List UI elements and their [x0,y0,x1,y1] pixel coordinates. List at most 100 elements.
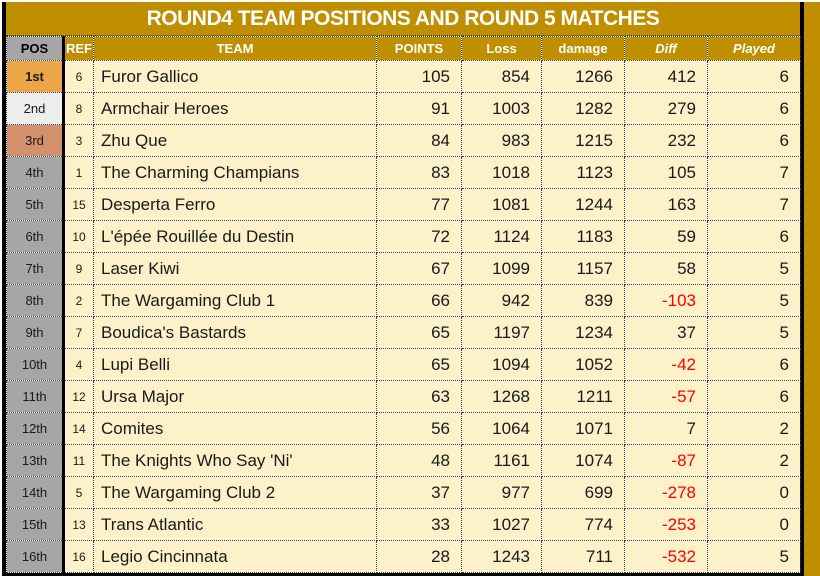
cell-points: 56 [376,412,462,445]
table-row: 6th 10 L'épée Rouillée du Destin 72 1124 1183… [6,220,801,253]
cell-ref: 15 [63,188,94,221]
column-header-played: Played [707,36,801,61]
page-title: ROUND4 TEAM POSITIONS AND ROUND 5 MATCHE… [6,2,800,36]
cell-damage: 1157 [541,252,625,285]
cell-diff: 232 [624,124,708,157]
cell-team: Trans Atlantic [93,508,377,541]
column-header-loss: Loss [461,36,542,61]
table-row: 14th 5 The Wargaming Club 2 37 977 699 -278 0 [6,476,801,509]
cell-ref: 11 [63,444,94,477]
cell-pos: 6th [6,220,65,253]
column-header-damage: damage [541,36,625,61]
table-row: 4th 1 The Charming Champians 83 1018 1123 105 7 [6,156,801,189]
cell-loss: 942 [461,284,542,317]
cell-loss: 983 [461,124,542,157]
cell-team: The Charming Champians [93,156,377,189]
cell-team: The Knights Who Say 'Ni' [93,444,377,477]
cell-ref: 3 [63,124,94,157]
cell-diff: 37 [624,316,708,349]
cell-diff: -103 [624,284,708,317]
cell-loss: 1099 [461,252,542,285]
cell-pos: 8th [6,284,65,317]
cell-team: Zhu Que [93,124,377,157]
cell-damage: 1052 [541,348,625,381]
cell-ref: 16 [63,540,94,573]
cell-played: 6 [707,124,801,157]
cell-ref: 7 [63,316,94,349]
cell-played: 7 [707,188,801,221]
cell-damage: 711 [541,540,625,573]
cell-played: 5 [707,540,801,573]
table-row: 12th 14 Comites 56 1064 1071 7 2 [6,412,801,445]
cell-played: 6 [707,92,801,125]
cell-team: Lupi Belli [93,348,377,381]
cell-diff: 279 [624,92,708,125]
cell-diff: -532 [624,540,708,573]
standings-board: ROUND4 TEAM POSITIONS AND ROUND 5 MATCHE… [2,2,804,576]
table-row: 10th 4 Lupi Belli 65 1094 1052 -42 6 [6,348,801,381]
cell-pos: 14th [6,476,65,509]
cell-points: 37 [376,476,462,509]
cell-diff: 163 [624,188,708,221]
table-row: 5th 15 Desperta Ferro 77 1081 1244 163 7 [6,188,801,221]
cell-points: 84 [376,124,462,157]
cell-ref: 9 [63,252,94,285]
column-header-diff: Diff [624,36,708,61]
cell-damage: 1211 [541,380,625,413]
cell-pos: 1st [6,60,65,93]
column-header-ref: REF [63,36,94,61]
cell-played: 6 [707,220,801,253]
cell-loss: 1064 [461,412,542,445]
table-row: 8th 2 The Wargaming Club 1 66 942 839 -103 5 [6,284,801,317]
cell-loss: 1268 [461,380,542,413]
cell-loss: 1027 [461,508,542,541]
cell-ref: 12 [63,380,94,413]
cell-loss: 1018 [461,156,542,189]
cell-diff: -42 [624,348,708,381]
cell-damage: 839 [541,284,625,317]
cell-diff: 412 [624,60,708,93]
cell-diff: -278 [624,476,708,509]
cell-loss: 1197 [461,316,542,349]
cell-loss: 1094 [461,348,542,381]
cell-pos: 10th [6,348,65,381]
cell-points: 48 [376,444,462,477]
cell-pos: 4th [6,156,65,189]
cell-damage: 1282 [541,92,625,125]
cell-played: 7 [707,156,801,189]
cell-pos: 3rd [6,124,65,157]
cell-points: 72 [376,220,462,253]
cell-loss: 1003 [461,92,542,125]
cell-points: 91 [376,92,462,125]
table-row: 13th 11 The Knights Who Say 'Ni' 48 1161 1074… [6,444,801,477]
cell-team: Ursa Major [93,380,377,413]
table-row: 15th 13 Trans Atlantic 33 1027 774 -253 0 [6,508,801,541]
column-header-team: TEAM [93,36,377,61]
cell-played: 5 [707,284,801,317]
cell-damage: 1244 [541,188,625,221]
cell-damage: 774 [541,508,625,541]
column-header-points: POINTS [376,36,462,61]
cell-points: 67 [376,252,462,285]
cell-points: 33 [376,508,462,541]
cell-pos: 15th [6,508,65,541]
cell-loss: 854 [461,60,542,93]
cell-diff: -87 [624,444,708,477]
cell-pos: 9th [6,316,65,349]
cell-loss: 1124 [461,220,542,253]
cell-points: 83 [376,156,462,189]
gold-margin-strip [804,2,820,576]
table-row: 1st 6 Furor Gallico 105 854 1266 412 6 [6,60,801,93]
cell-loss: 1161 [461,444,542,477]
cell-team: The Wargaming Club 1 [93,284,377,317]
table-row: 3rd 3 Zhu Que 84 983 1215 232 6 [6,124,801,157]
cell-loss: 1081 [461,188,542,221]
column-header-pos: POS [6,36,65,61]
cell-ref: 6 [63,60,94,93]
cell-loss: 977 [461,476,542,509]
cell-damage: 1266 [541,60,625,93]
cell-ref: 5 [63,476,94,509]
cell-played: 6 [707,348,801,381]
cell-team: L'épée Rouillée du Destin [93,220,377,253]
cell-points: 65 [376,316,462,349]
